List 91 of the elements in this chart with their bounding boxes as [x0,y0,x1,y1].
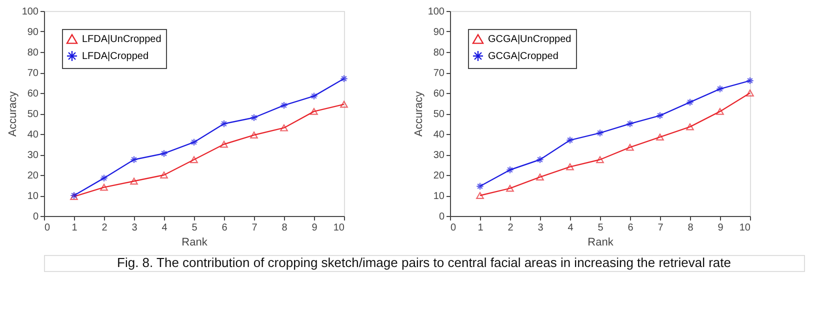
y-tick-label: 70 [27,68,39,79]
x-tick-label: 0 [450,222,456,234]
point [280,101,288,110]
x-tick-label: 6 [222,222,228,234]
y-tick-label: 20 [433,170,445,182]
point [626,144,634,151]
x-tick-label: 2 [508,222,514,234]
y-tick-label: 90 [433,27,445,38]
x-tick-label: 4 [162,222,168,234]
y-tick-label: 0 [438,212,445,222]
point [476,192,484,199]
x-tick-label: 7 [252,222,258,234]
y-tick-label: 0 [32,212,39,222]
point [190,156,198,164]
point [716,84,724,93]
x-tick-label: 9 [718,222,724,234]
y-tick-label: 100 [22,6,39,18]
y-tick-label: 40 [433,130,445,140]
point [160,150,168,158]
point [100,184,108,191]
point [100,174,108,182]
point [746,90,754,96]
point [536,156,544,164]
x-tick-label: 2 [102,222,108,234]
x-tick-label: 8 [282,222,288,234]
y-tick-label: 50 [433,109,445,120]
x-axis-title: Rank [182,236,208,248]
x-tick-label: 1 [478,222,484,234]
point [506,166,514,174]
point [566,136,574,144]
y-tick-label: 60 [27,88,39,100]
point [220,140,228,148]
y-tick-label: 40 [27,130,39,140]
point [130,178,138,185]
point [310,108,318,115]
x-tick-label: 3 [538,222,544,234]
point [190,138,198,146]
y-axis-title: Accuracy [6,90,19,137]
point [130,156,138,164]
y-tick-label: 30 [27,150,39,161]
x-tick-label: 0 [44,222,50,234]
point [596,156,604,164]
legend-label: LFDA|UnCropped [82,34,162,45]
point [746,76,754,85]
y-axis-title: Accuracy [412,90,425,137]
y-tick-label: 70 [433,68,445,79]
point [626,120,634,128]
point [340,74,348,83]
y-tick-label: 20 [27,170,39,182]
x-tick-label: 5 [192,222,198,234]
point [280,124,288,132]
point [536,174,544,181]
y-tick-label: 90 [27,27,39,38]
y-tick-label: 100 [428,6,445,18]
point [716,108,724,115]
point [250,114,258,122]
y-tick-label: 10 [433,191,445,202]
y-tick-label: 80 [27,48,39,58]
y-tick-label: 50 [27,109,39,120]
point [250,132,258,138]
point [686,98,694,106]
x-tick-label: 10 [739,222,751,234]
x-tick-label: 1 [72,222,78,234]
point [596,129,604,137]
legend-label: GCGA|Cropped [488,51,558,62]
point [476,182,484,190]
x-tick-label: 9 [312,222,318,234]
x-tick-label: 10 [333,222,345,234]
x-tick-label: 3 [132,222,138,234]
point [566,163,574,170]
point [340,100,348,108]
point [220,120,228,128]
x-tick-label: 6 [628,222,634,234]
legend-label: LFDA|Cropped [82,51,149,62]
x-tick-label: 4 [568,222,574,234]
y-tick-label: 80 [433,48,445,58]
y-tick-label: 60 [433,88,445,100]
x-tick-label: 8 [688,222,694,234]
y-tick-label: 10 [27,191,39,202]
x-axis-title: Rank [588,236,614,248]
caption: Fig. 8. The contribution of cropping sketch/image pairs to central facial areas in increasing the retrieval rate [117,255,731,270]
point [686,123,694,130]
x-tick-label: 7 [658,222,664,234]
x-tick-label: 5 [598,222,604,234]
point [160,172,168,178]
point [656,134,664,141]
point [310,92,318,100]
point [656,112,664,120]
point [506,184,514,192]
y-tick-label: 30 [433,150,445,161]
legend-label: GCGA|UnCropped [488,34,572,45]
